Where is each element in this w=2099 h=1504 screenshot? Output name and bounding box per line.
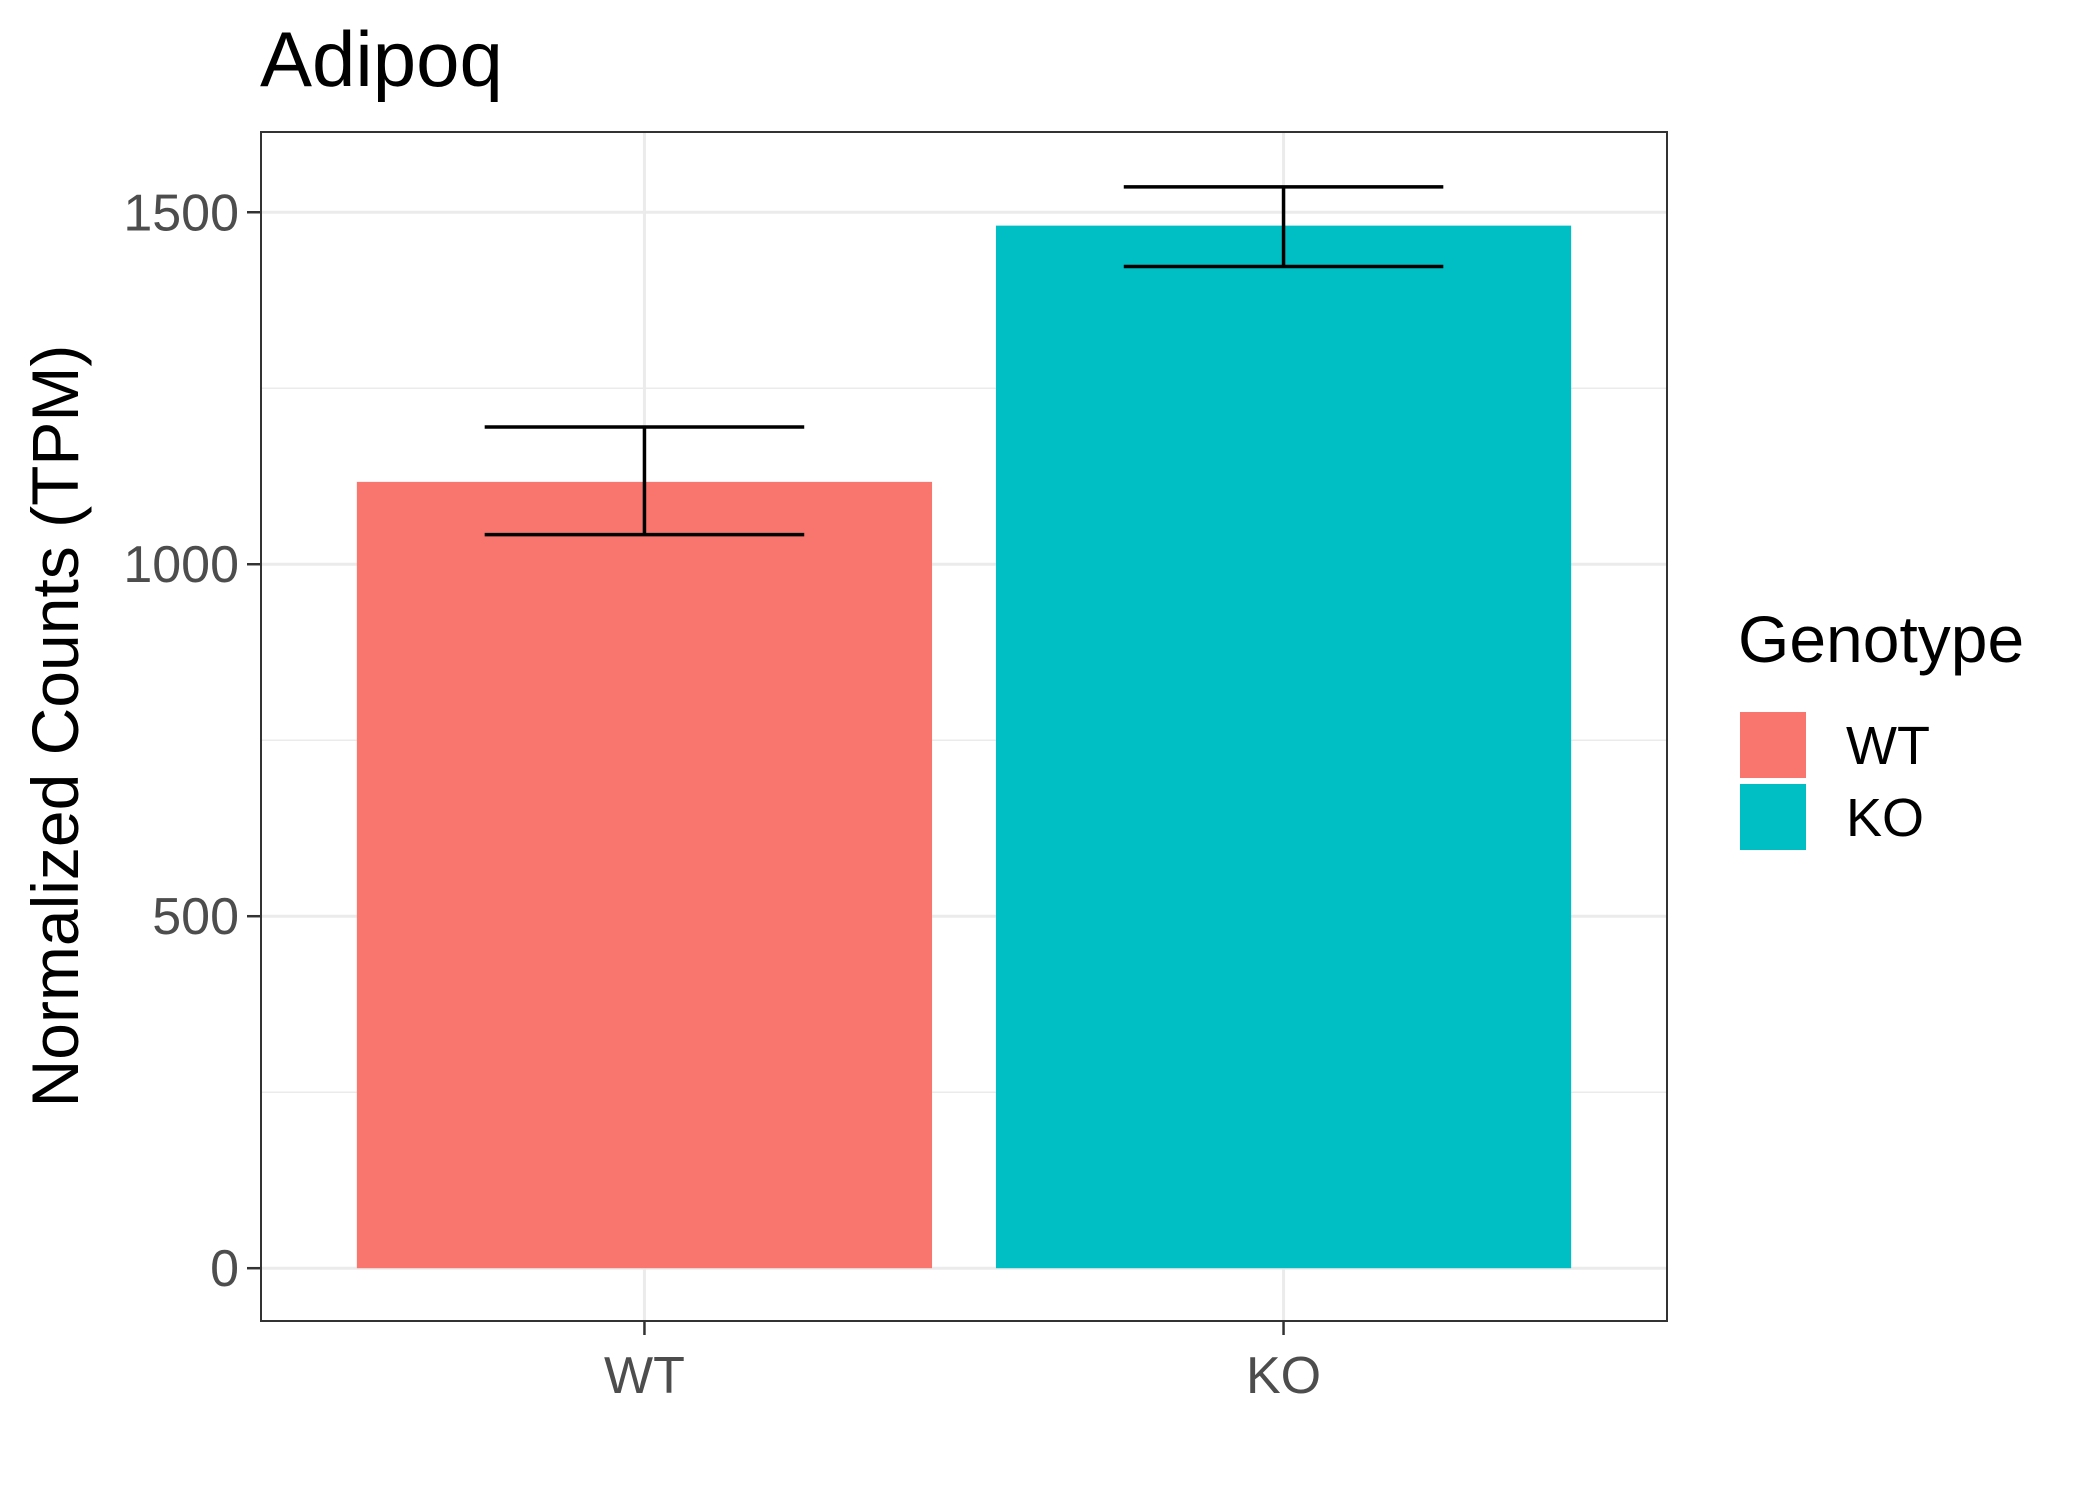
error-bars — [484, 185, 1444, 537]
y-axis: 0 500 1000 1500 — [123, 184, 261, 1298]
legend-title: Genotype — [1738, 602, 2024, 676]
legend-label-wt: WT — [1846, 716, 1930, 776]
y-tick-label: 1000 — [123, 536, 239, 594]
legend-key-ko — [1740, 784, 1806, 850]
bars — [356, 225, 1572, 1269]
bar-ko — [995, 225, 1572, 1269]
x-tick-label: KO — [1246, 1347, 1321, 1405]
y-tick-label: 500 — [152, 888, 239, 946]
panel-border — [260, 131, 1668, 1322]
x-axis: WT KO — [604, 1321, 1321, 1405]
error-bar-wt — [484, 425, 805, 537]
legend-label-ko: KO — [1846, 788, 1924, 848]
legend-key-wt — [1740, 712, 1806, 778]
y-axis-title: Normalized Counts (TPM) — [18, 345, 92, 1108]
x-tick-label: WT — [604, 1347, 685, 1405]
bar-wt — [356, 481, 933, 1269]
chart-title: Adipoq — [260, 15, 503, 103]
y-tick-label: 0 — [210, 1240, 239, 1298]
y-tick-label: 1500 — [123, 184, 239, 242]
legend: Genotype WT KO — [1738, 602, 2024, 850]
error-bar-ko — [1123, 185, 1444, 269]
